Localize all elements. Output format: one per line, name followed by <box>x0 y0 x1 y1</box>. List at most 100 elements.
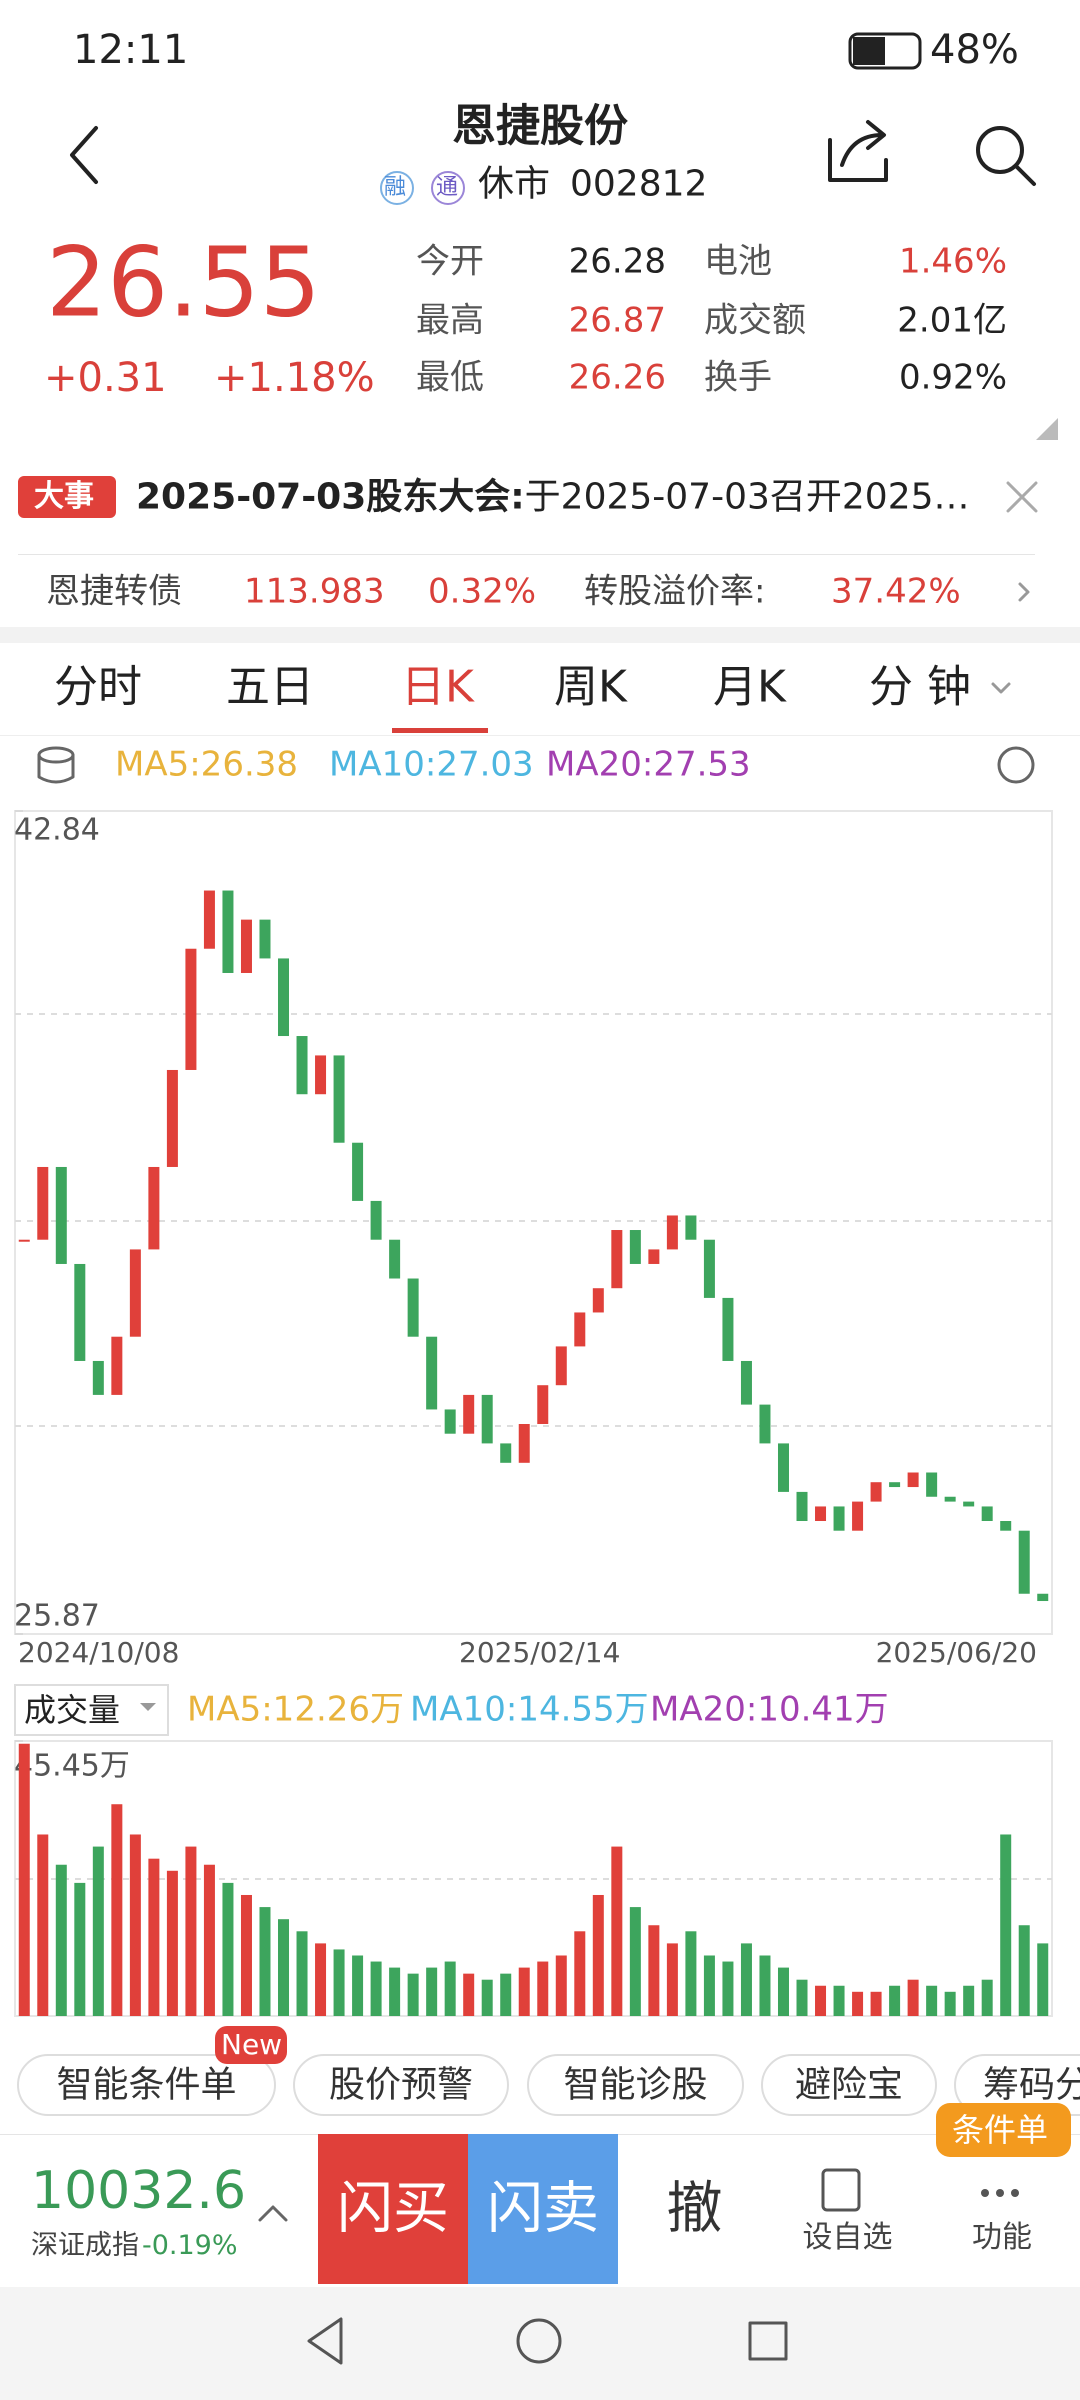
volume-bar <box>426 1967 438 2016</box>
sell-label[interactable]: 闪卖 <box>487 2176 599 2242</box>
back-icon[interactable] <box>70 126 98 184</box>
tab[interactable]: 日K <box>401 661 474 713</box>
chip-label[interactable]: 智能条件单 <box>56 2064 237 2106</box>
sell-button[interactable] <box>468 2134 618 2284</box>
volume-bar <box>55 1864 67 2016</box>
candle <box>740 1360 752 1405</box>
chip[interactable] <box>293 2054 509 2116</box>
chip[interactable] <box>761 2054 937 2116</box>
more-label[interactable]: 功能 <box>972 2220 1032 2255</box>
volume-bar <box>352 1955 364 2016</box>
stat-label: 最低 <box>416 357 484 398</box>
stock-code: 002812 <box>570 163 708 205</box>
volume-bar <box>389 1967 401 2016</box>
time: 12:11 <box>73 27 189 73</box>
candle <box>18 1239 30 1242</box>
ma-label: MA5:26.38 <box>115 744 299 785</box>
volume-bar <box>74 1882 86 2016</box>
volume-bar <box>407 1973 419 2016</box>
nav-back[interactable] <box>307 2317 343 2365</box>
tab[interactable]: 分 钟 <box>869 661 971 713</box>
volume-bar <box>148 1858 160 2016</box>
bond-name: 恩捷转债 <box>46 571 182 612</box>
stat-value: 2.01亿 <box>897 300 1007 341</box>
candle <box>278 958 290 1037</box>
volume-bar <box>370 1961 382 2016</box>
candle <box>481 1394 493 1444</box>
candle <box>629 1230 641 1264</box>
buy-label[interactable]: 闪买 <box>337 2176 449 2242</box>
chip-label[interactable]: 股价预警 <box>328 2064 473 2106</box>
volume-bar <box>278 1919 290 2016</box>
expand-icon[interactable] <box>258 2205 288 2222</box>
volume-bar <box>740 1943 752 2016</box>
cancel-label[interactable]: 撤 <box>666 2176 723 2242</box>
change: +0.31 <box>44 355 167 401</box>
chip-label[interactable]: 筹码分布 <box>982 2064 1080 2106</box>
x-tick-label: 2024/10/08 <box>18 1636 179 1669</box>
new-badge: New <box>221 2028 283 2062</box>
volume-bar <box>722 1961 734 2016</box>
candle <box>333 1055 345 1143</box>
x-tick-label: 2025/06/20 <box>876 1636 1037 1669</box>
candle <box>296 1036 308 1095</box>
volume-selector[interactable] <box>14 1684 169 1736</box>
volume-bar <box>777 1967 789 2016</box>
candle <box>592 1288 604 1313</box>
chip[interactable] <box>527 2054 744 2116</box>
y-tick-label: 45.45万 <box>14 1749 130 1784</box>
candle <box>407 1278 419 1337</box>
volume-bar <box>518 1967 530 2016</box>
y-tick-label: 25.87 <box>14 1599 100 1634</box>
watch-icon[interactable] <box>821 2168 861 2212</box>
nav-recent[interactable] <box>748 2321 788 2361</box>
close-icon[interactable] <box>1006 481 1038 513</box>
volume-bar <box>685 1931 697 2016</box>
order-badge[interactable]: 条件单 <box>952 2110 1049 2149</box>
candle <box>74 1263 86 1361</box>
volume-bar <box>963 1985 975 2016</box>
volume-bar <box>889 1985 901 2016</box>
volume-bar <box>444 1961 456 2016</box>
stat-value: 0.92% <box>898 357 1007 398</box>
db-icon[interactable] <box>37 746 75 764</box>
tab[interactable]: 月K <box>713 661 786 713</box>
dropdown-icon[interactable] <box>991 682 1011 694</box>
candle <box>685 1215 697 1240</box>
candle <box>611 1230 623 1289</box>
candle <box>796 1491 808 1522</box>
tab[interactable]: 分时 <box>54 661 142 713</box>
volume-bar <box>315 1943 327 2016</box>
buy-button[interactable] <box>318 2134 468 2284</box>
volume-bar <box>203 1864 215 2016</box>
candle <box>148 1166 160 1250</box>
tab[interactable]: 周K <box>554 661 627 713</box>
candle <box>240 919 252 973</box>
chip-label[interactable]: 避险宝 <box>794 2064 903 2106</box>
share-icon[interactable] <box>828 120 888 182</box>
volume-bar <box>1000 1834 1012 2016</box>
change-pct: +1.18% <box>214 355 375 401</box>
watch-label[interactable]: 设自选 <box>802 2220 893 2255</box>
volume-bar <box>592 1894 604 2016</box>
search-icon[interactable] <box>976 126 1024 174</box>
stat-label: 今开 <box>416 241 484 282</box>
chip[interactable] <box>17 2054 276 2116</box>
volume-bar <box>481 1979 493 2016</box>
chip-label[interactable]: 智能诊股 <box>563 2064 708 2106</box>
y-tick-label: 42.84 <box>14 813 100 848</box>
volume-bar <box>166 1870 178 2016</box>
volume-label[interactable]: 成交量 <box>24 1690 121 1729</box>
stat-label: 最高 <box>416 300 484 341</box>
chevron[interactable] <box>1018 582 1030 602</box>
volume-ma-label: MA20:10.41万 <box>650 1689 889 1730</box>
stat-value: 26.87 <box>568 300 666 341</box>
nav-home[interactable] <box>516 2318 562 2364</box>
tab[interactable]: 五日 <box>226 661 314 713</box>
settings-icon[interactable] <box>997 746 1035 784</box>
volume-bar <box>815 1985 827 2016</box>
index-change: -0.19% <box>142 2229 238 2261</box>
candle <box>185 948 197 1070</box>
premium: 37.42% <box>831 571 961 612</box>
